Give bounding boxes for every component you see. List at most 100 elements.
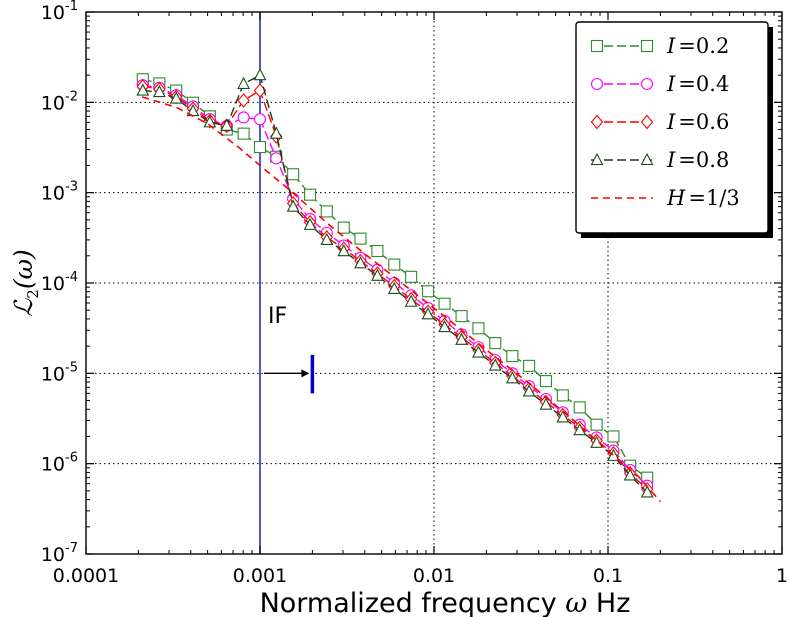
- data-point: [556, 410, 570, 423]
- data-point: [320, 232, 334, 245]
- y-axis-title: ℒ2(ω): [9, 249, 42, 316]
- legend-var: I: [666, 72, 676, 96]
- x-axis-title-unit: Hz: [587, 588, 630, 617]
- data-point: [337, 244, 351, 257]
- data-point: [303, 217, 317, 230]
- y-axis-title-sub: 2: [24, 289, 42, 299]
- data-point: [573, 401, 586, 414]
- data-point: [237, 93, 250, 108]
- legend-value: 0.8: [696, 148, 729, 172]
- y-tick-label: 10-6: [41, 451, 78, 476]
- data-point: [371, 268, 384, 281]
- legend-item-5: H =1/3: [591, 186, 740, 210]
- x-tick-label: 0.01: [413, 565, 455, 587]
- data-point: [354, 232, 367, 245]
- y-tick-exponent: -1: [65, 0, 78, 14]
- legend-marker: [640, 77, 654, 91]
- data-point: [286, 199, 300, 212]
- y-tick-exponent: -5: [65, 360, 78, 375]
- legend-marker: [590, 114, 604, 130]
- data-point: [270, 152, 283, 165]
- data-point: [590, 418, 603, 431]
- x-axis-title-symbol: ω: [565, 588, 587, 617]
- series-4: [136, 67, 654, 498]
- legend-item-2: I =0.4: [590, 72, 729, 96]
- y-tick-label: 10-7: [41, 541, 78, 566]
- data-point: [472, 345, 485, 358]
- data-point: [169, 91, 183, 104]
- data-point: [253, 140, 267, 154]
- x-tick-label: 0.001: [233, 565, 287, 587]
- legend-var: I: [666, 148, 676, 172]
- y-tick-exponent: -3: [65, 180, 78, 195]
- y-tick-label: 10-5: [41, 360, 78, 385]
- data-point: [640, 485, 654, 498]
- data-point: [136, 83, 150, 96]
- legend-label: I =0.2: [666, 34, 729, 58]
- x-axis-title-text: Normalized frequency: [260, 588, 566, 617]
- if-annotation-label: IF: [268, 304, 287, 329]
- data-point: [506, 350, 519, 363]
- data-point: [269, 126, 283, 139]
- legend-value: 0.6: [696, 110, 729, 134]
- legend-marker: [640, 39, 654, 53]
- series-line: [141, 96, 662, 503]
- legend-var: I: [666, 110, 676, 134]
- legend-value: 0.4: [696, 72, 729, 96]
- data-point: [438, 319, 451, 333]
- data-point: [387, 281, 401, 294]
- y-tick-exponent: -2: [65, 89, 78, 104]
- data-point: [237, 127, 250, 140]
- y-tick-label: 10-4: [41, 270, 78, 295]
- y-tick-label: 10-3: [41, 180, 78, 205]
- legend-marker: [590, 152, 604, 166]
- data-point: [337, 221, 350, 234]
- legend-item-4: I =0.8: [590, 148, 729, 172]
- legend-label: H =1/3: [666, 186, 740, 210]
- y-tick-base: 10: [41, 92, 65, 114]
- y-tick-label: 10-2: [41, 89, 78, 114]
- data-point: [607, 448, 620, 461]
- data-point: [438, 297, 451, 310]
- data-point: [522, 384, 536, 397]
- y-tick-exponent: -6: [65, 451, 78, 466]
- y-tick-label: 10-1: [41, 0, 78, 24]
- data-point: [539, 397, 553, 410]
- legend-item-1: I =0.2: [590, 34, 729, 58]
- legend-value: 0.2: [696, 34, 729, 58]
- data-point: [371, 244, 384, 258]
- y-tick-base: 10: [41, 363, 65, 385]
- legend-marker: [590, 77, 604, 91]
- data-point: [623, 468, 637, 481]
- data-point: [607, 430, 620, 443]
- legend-label: I =0.8: [666, 148, 729, 172]
- data-point: [405, 270, 418, 283]
- data-point: [388, 258, 401, 271]
- data-point: [455, 332, 468, 345]
- x-tick-label: 0.0001: [53, 565, 119, 587]
- y-tick-base: 10: [41, 273, 65, 295]
- data-point: [472, 322, 485, 335]
- y-tick-base: 10: [41, 2, 65, 24]
- y-tick-exponent: -4: [65, 270, 78, 285]
- legend-marker: [640, 114, 654, 130]
- legend-box: [575, 21, 769, 234]
- data-point: [354, 256, 367, 269]
- legend-var: I: [666, 34, 676, 58]
- legend-item-3: I =0.6: [590, 110, 729, 134]
- data-point: [573, 422, 587, 436]
- legend-eq: =: [678, 72, 696, 96]
- data-point: [421, 307, 435, 320]
- legend-eq: =: [678, 110, 696, 134]
- legend-eq: =: [688, 186, 706, 210]
- legend: I =0.2I =0.4I =0.6I =0.8H =1/3: [575, 21, 773, 238]
- legend-var: H: [666, 186, 686, 210]
- x-tick-label: 0.1: [593, 565, 623, 587]
- data-point: [237, 76, 251, 89]
- legend-marker: [640, 152, 654, 166]
- data-point: [523, 359, 536, 372]
- y-axis-title-main: ℒ: [9, 298, 38, 317]
- if-arrow-head: [301, 369, 310, 378]
- legend-marker: [590, 39, 604, 53]
